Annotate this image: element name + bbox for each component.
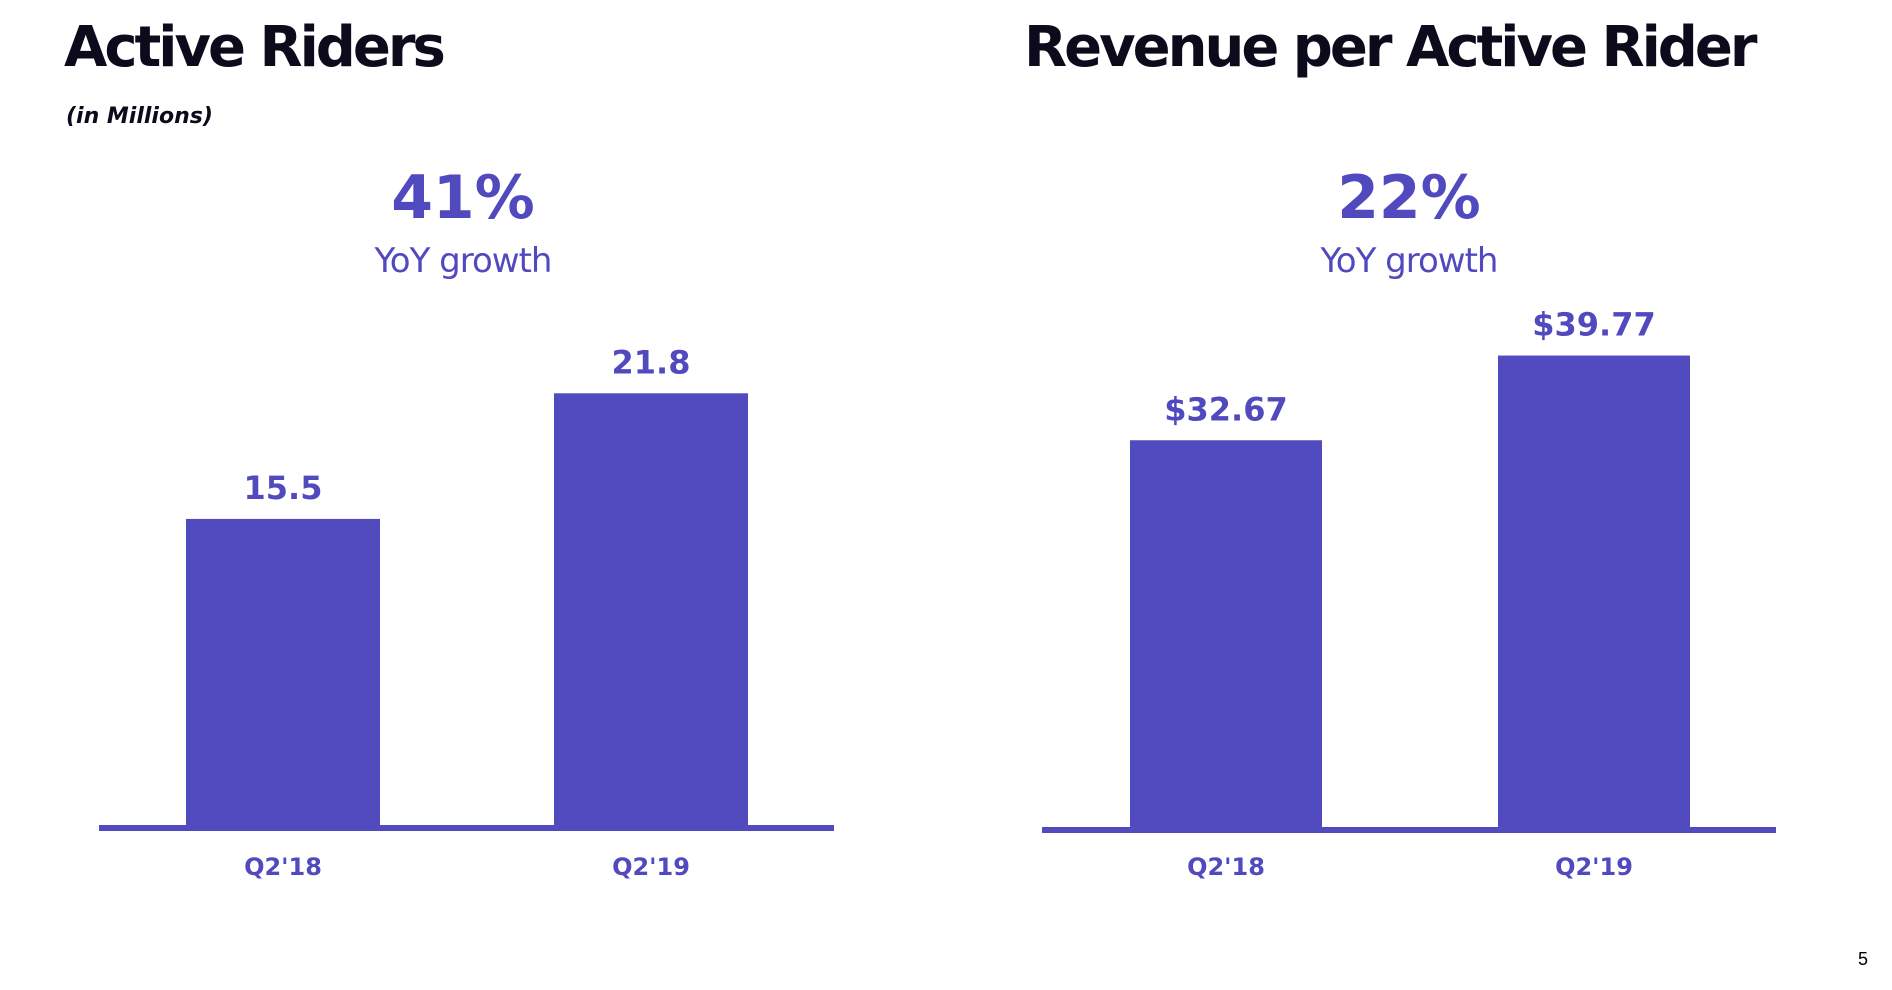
- revenue-per-rider-data-label-q219: $39.77: [1532, 306, 1655, 344]
- active-riders-growth-label: YoY growth: [374, 241, 553, 281]
- active-riders-bar-q219: [554, 393, 748, 828]
- revenue-per-rider-tick-label-q219: Q2'19: [1555, 853, 1633, 881]
- active-riders-title: Active Riders: [64, 15, 446, 80]
- revenue-per-rider-tick-label-q218: Q2'18: [1187, 853, 1265, 881]
- revenue-per-rider-bar-q219: [1498, 355, 1690, 830]
- revenue-per-rider-title: Revenue per Active Rider: [1024, 15, 1757, 80]
- active-riders-data-label-q218: 15.5: [244, 469, 323, 507]
- revenue-per-rider-data-label-q218: $32.67: [1164, 390, 1287, 428]
- revenue-per-rider-growth-label: YoY growth: [1320, 241, 1499, 281]
- active-riders-growth-value: 41%: [391, 163, 535, 233]
- revenue-per-rider-bar-q218: [1130, 440, 1322, 830]
- page-number: 5: [1857, 949, 1868, 969]
- active-riders-tick-label-q218: Q2'18: [244, 853, 322, 881]
- active-riders-data-label-q219: 21.8: [612, 343, 691, 381]
- active-riders-tick-label-q219: Q2'19: [612, 853, 690, 881]
- active-riders-bar-q218: [186, 518, 380, 828]
- active-riders-subtitle: (in Millions): [66, 104, 213, 129]
- revenue-per-rider-growth-value: 22%: [1337, 163, 1481, 233]
